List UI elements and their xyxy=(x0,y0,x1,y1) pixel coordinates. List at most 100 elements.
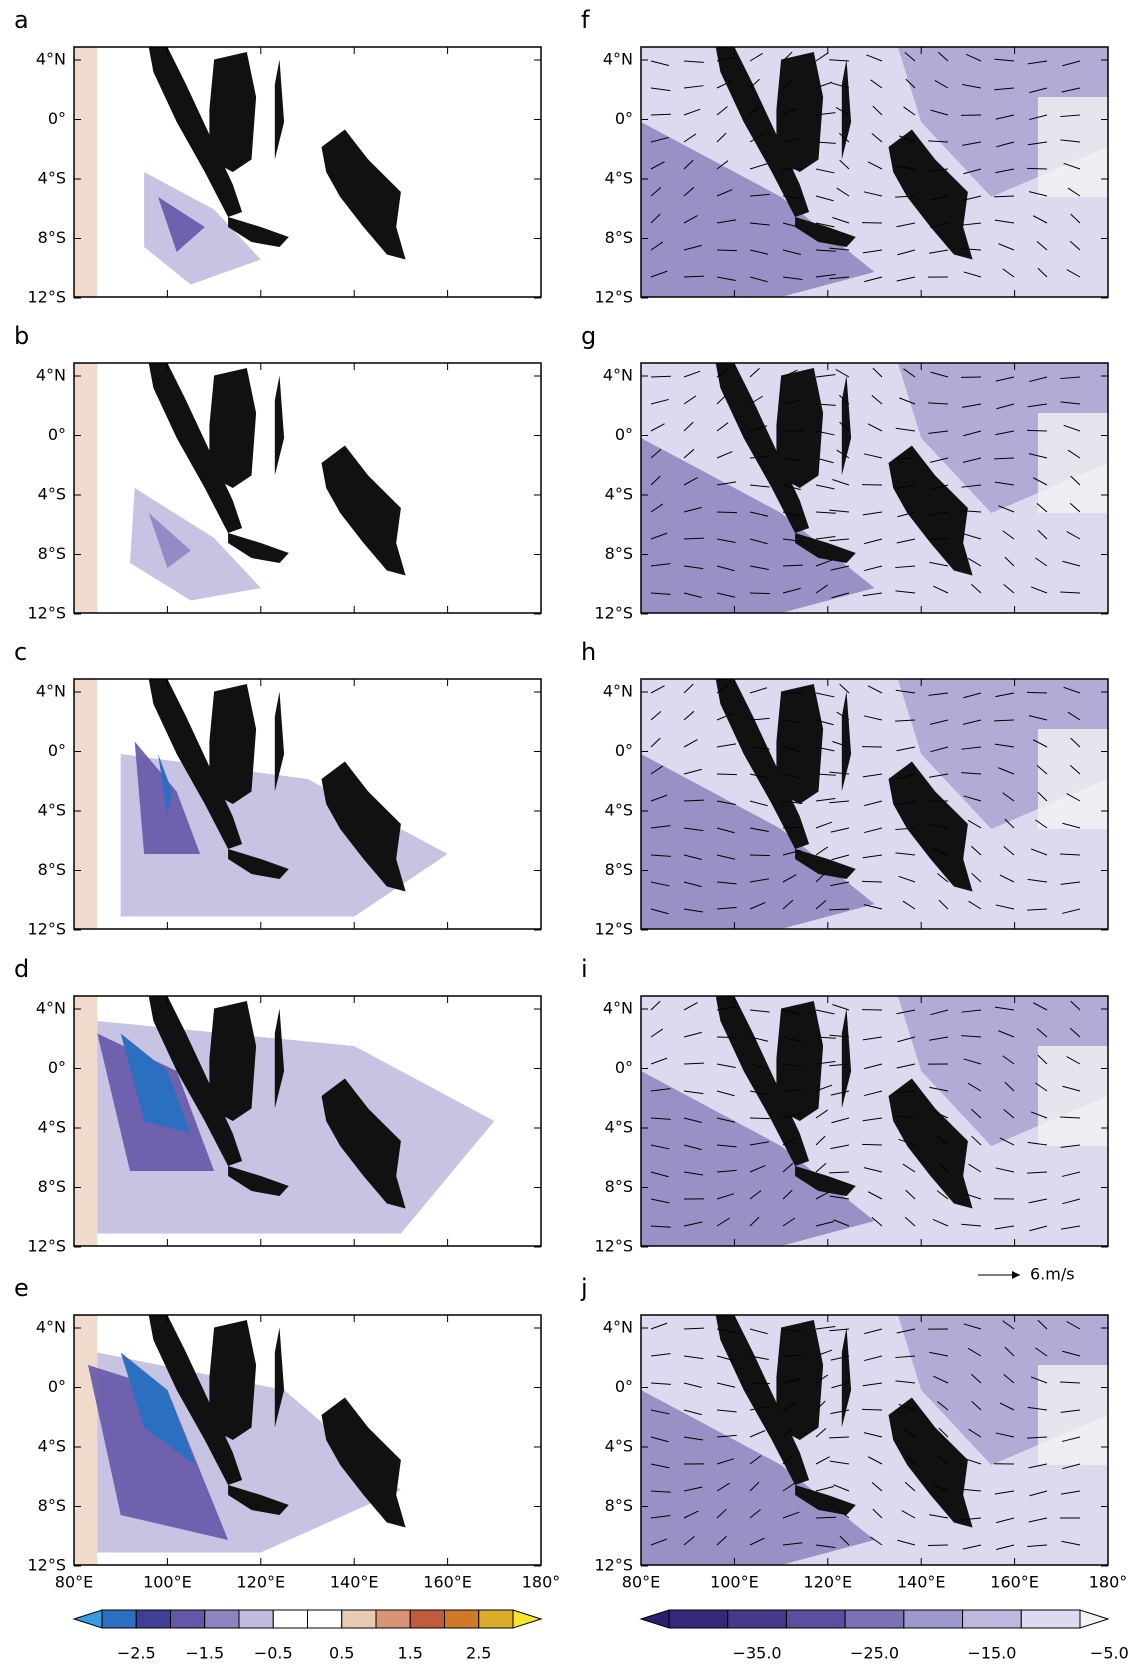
panel-label: b xyxy=(14,322,29,350)
colorbar-label: −5.0 xyxy=(1090,1644,1129,1663)
reference-label: 6.m/s xyxy=(1030,1265,1075,1284)
lat-tick-label: 8°S xyxy=(38,1177,66,1196)
lon-tick-label: 160°E xyxy=(990,1573,1039,1592)
lon-tick-label: 100°E xyxy=(143,1573,192,1592)
colorbar-label: −2.5 xyxy=(117,1644,156,1663)
lat-tick-label: 8°S xyxy=(605,860,633,879)
colorbar-box xyxy=(376,1610,410,1628)
lon-tick-label: 120°E xyxy=(236,1573,285,1592)
land xyxy=(776,1001,823,1121)
white-area xyxy=(1038,97,1108,197)
wind-vector xyxy=(1027,692,1047,693)
lat-tick-label: 4°N xyxy=(603,366,633,385)
land xyxy=(209,1320,256,1440)
lat-tick-label: 0° xyxy=(48,741,66,760)
warm-anomaly xyxy=(74,363,97,613)
lat-tick-label: 0° xyxy=(615,1377,633,1396)
colorbar-box xyxy=(410,1610,444,1628)
lat-tick-label: 0° xyxy=(615,109,633,128)
lon-tick-label: 140°E xyxy=(897,1573,946,1592)
colorbar-label: −0.5 xyxy=(254,1644,293,1663)
wind-vector xyxy=(750,1118,770,1119)
wind-vector xyxy=(717,512,737,513)
lat-tick-label: 4°S xyxy=(38,485,66,504)
wind-vector xyxy=(862,881,882,882)
panel-label: d xyxy=(14,955,29,983)
land xyxy=(209,368,256,488)
panel-label: i xyxy=(581,955,588,983)
colorbar-box xyxy=(136,1610,170,1628)
colorbar-box xyxy=(273,1610,307,1628)
colorbar-box xyxy=(963,1610,1022,1628)
colorbar-box xyxy=(845,1610,904,1628)
lat-tick-label: 4°N xyxy=(603,50,633,69)
lat-tick-label: 8°S xyxy=(605,228,633,247)
land xyxy=(209,52,256,172)
colorbar-label: −25.0 xyxy=(850,1644,899,1663)
panel-label: h xyxy=(581,638,596,666)
lat-tick-label: 4°N xyxy=(603,682,633,701)
land xyxy=(776,1320,823,1440)
colorbar-label: −15.0 xyxy=(967,1644,1016,1663)
lat-tick-label: 8°S xyxy=(38,1496,66,1515)
colorbar-box xyxy=(239,1610,273,1628)
lat-tick-label: 4°S xyxy=(605,801,633,820)
colorbar-end xyxy=(641,1610,669,1628)
map-background xyxy=(74,47,541,297)
wind-vector xyxy=(816,1517,836,1518)
map-background xyxy=(74,363,541,613)
colorbar-end xyxy=(74,1610,102,1628)
colorbar-box xyxy=(342,1610,376,1628)
white-area xyxy=(1038,729,1108,829)
land xyxy=(209,684,256,804)
panel-label: a xyxy=(14,6,29,34)
reference-arrowhead xyxy=(1012,1271,1020,1279)
lat-tick-label: 12°S xyxy=(27,1237,66,1256)
wind-vector xyxy=(1027,430,1047,431)
wind-vector xyxy=(750,593,770,594)
wind-vector xyxy=(862,1409,882,1410)
lat-tick-label: 0° xyxy=(615,425,633,444)
lon-tick-label: 80°E xyxy=(55,1573,93,1592)
lat-tick-label: 0° xyxy=(615,1058,633,1077)
colorbar-box xyxy=(308,1610,342,1628)
lat-tick-label: 4°S xyxy=(38,169,66,188)
lat-tick-label: 8°S xyxy=(605,544,633,563)
lat-tick-label: 12°S xyxy=(27,604,66,623)
lon-tick-label: 180° xyxy=(1089,1573,1128,1592)
lat-tick-label: 0° xyxy=(48,1058,66,1077)
warm-anomaly xyxy=(74,1315,97,1565)
lat-tick-label: 4°N xyxy=(603,999,633,1018)
warm-anomaly xyxy=(74,996,97,1246)
lon-tick-label: 120°E xyxy=(803,1573,852,1592)
colorbar-box xyxy=(669,1610,728,1628)
lon-tick-label: 180° xyxy=(522,1573,561,1592)
colorbar-box xyxy=(1021,1610,1080,1628)
colorbar-box xyxy=(728,1610,787,1628)
colorbar-label: 2.5 xyxy=(466,1644,491,1663)
lat-tick-label: 4°N xyxy=(36,50,66,69)
lat-tick-label: 12°S xyxy=(27,920,66,939)
colorbar-label: −35.0 xyxy=(733,1644,782,1663)
colorbar-label: 1.5 xyxy=(398,1644,423,1663)
land xyxy=(776,684,823,804)
lat-tick-label: 4°N xyxy=(36,999,66,1018)
lat-tick-label: 4°N xyxy=(36,366,66,385)
wind-vector xyxy=(717,1037,737,1038)
lat-tick-label: 12°S xyxy=(594,288,633,307)
lon-tick-label: 160°E xyxy=(423,1573,472,1592)
warm-anomaly xyxy=(74,679,97,929)
lat-tick-label: 8°S xyxy=(38,544,66,563)
lat-tick-label: 0° xyxy=(48,1377,66,1396)
warm-anomaly xyxy=(74,47,97,297)
colorbar-box xyxy=(786,1610,845,1628)
lat-tick-label: 12°S xyxy=(594,920,633,939)
panel-label: c xyxy=(14,638,27,666)
lat-tick-label: 4°S xyxy=(38,801,66,820)
lat-tick-label: 12°S xyxy=(27,288,66,307)
white-area xyxy=(1038,1046,1108,1146)
land xyxy=(776,368,823,488)
wind-vector xyxy=(717,774,737,775)
